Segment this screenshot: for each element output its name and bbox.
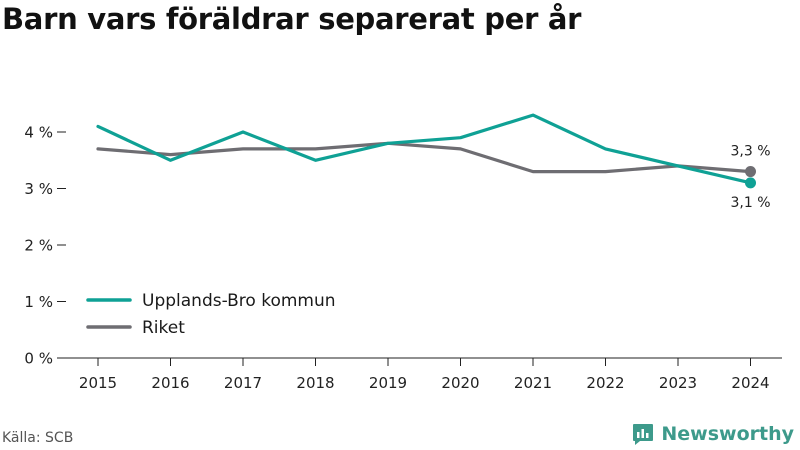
brand-logo: Newsworthy xyxy=(631,421,794,447)
x-tick-label: 2018 xyxy=(296,374,334,392)
x-tick-label: 2016 xyxy=(151,374,189,392)
y-tick-label: 3 % xyxy=(24,180,53,198)
y-tick-label: 0 % xyxy=(24,350,53,368)
line-chart: 0 % 1 % 2 % 3 % 4 % 2015 2016 2017 2018 2019 2020 2… xyxy=(24,113,782,392)
end-value-label: 3,3 % xyxy=(730,144,770,160)
end-value-label: 3,1 % xyxy=(730,195,770,211)
chart-title: Barn vars föräldrar separerat per år xyxy=(2,2,582,36)
x-tick-label: 2022 xyxy=(586,374,624,392)
y-tick-label: 4 % xyxy=(24,124,53,142)
x-tick-label: 2017 xyxy=(224,374,262,392)
end-point-marker xyxy=(745,166,756,178)
legend-label: Riket xyxy=(142,318,185,338)
x-tick-label: 2023 xyxy=(659,374,697,392)
end-point-marker xyxy=(745,177,756,189)
y-tick-label: 1 % xyxy=(24,293,53,311)
newsworthy-icon xyxy=(633,424,654,445)
x-tick-label: 2021 xyxy=(514,374,552,392)
y-tick-label: 2 % xyxy=(24,237,53,255)
brand-name: Newsworthy xyxy=(661,423,794,445)
x-tick-label: 2024 xyxy=(731,374,769,392)
x-tick-label: 2019 xyxy=(369,374,407,392)
x-tick-label: 2020 xyxy=(441,374,479,392)
source-label: Källa: SCB xyxy=(2,430,74,446)
x-tick-label: 2015 xyxy=(79,374,117,392)
legend-label: Upplands-Bro kommun xyxy=(142,291,336,311)
series-line-riket xyxy=(96,141,753,174)
series-line-upplands-bro-kommun xyxy=(96,113,753,185)
